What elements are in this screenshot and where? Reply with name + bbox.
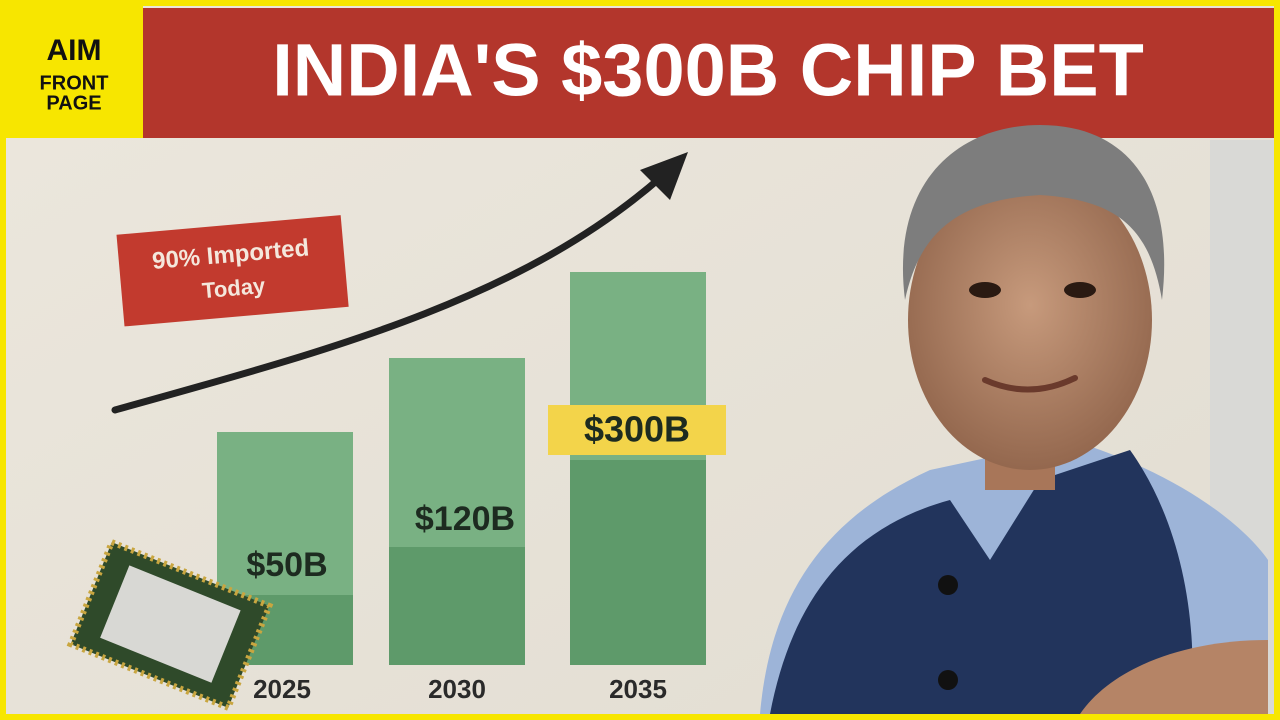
eye bbox=[969, 282, 1001, 298]
logo-line: FRONT bbox=[40, 72, 109, 94]
callout: 90% Imported Today bbox=[116, 215, 349, 327]
year-label: 2030 bbox=[428, 674, 486, 704]
arm bbox=[1080, 640, 1268, 714]
highlight-box bbox=[548, 405, 726, 455]
logo-line: PAGE bbox=[46, 92, 101, 114]
arrow-head bbox=[640, 152, 688, 200]
year-label: 2035 bbox=[609, 674, 667, 704]
logo-mark: AIM bbox=[47, 34, 102, 67]
bar-lower bbox=[570, 460, 706, 665]
callout-box bbox=[116, 215, 349, 327]
face bbox=[908, 170, 1152, 470]
bar-label: $120B bbox=[415, 500, 515, 538]
mouth bbox=[982, 375, 1078, 393]
logo-box bbox=[6, 6, 143, 138]
bar-label: $50B bbox=[246, 546, 327, 584]
title: INDIA'S $300B CHIP BET bbox=[272, 29, 1144, 112]
person bbox=[760, 125, 1268, 714]
bar-label: $300B bbox=[584, 409, 690, 450]
trend-arrow bbox=[111, 174, 664, 414]
eye bbox=[1064, 282, 1096, 298]
button bbox=[938, 670, 958, 690]
callout-text: Today bbox=[201, 273, 267, 303]
hair bbox=[902, 125, 1165, 300]
year-label: 2025 bbox=[253, 674, 311, 704]
chip bbox=[66, 538, 274, 712]
jacket bbox=[770, 450, 1193, 714]
button bbox=[938, 575, 958, 595]
bar-lower bbox=[389, 547, 525, 665]
title-bar bbox=[143, 8, 1274, 138]
chip-die bbox=[100, 565, 241, 683]
